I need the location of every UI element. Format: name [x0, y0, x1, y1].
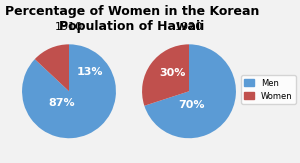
Title: 1910: 1910: [55, 22, 83, 32]
Title: 1920: 1920: [175, 22, 203, 32]
Text: Percentage of Women in the Korean
Population of Hawaii: Percentage of Women in the Korean Popula…: [5, 5, 259, 33]
Wedge shape: [142, 44, 189, 106]
Wedge shape: [22, 44, 116, 138]
Wedge shape: [35, 44, 69, 91]
Text: 13%: 13%: [77, 67, 103, 77]
Legend: Men, Women: Men, Women: [241, 75, 296, 104]
Text: 87%: 87%: [49, 98, 75, 108]
Wedge shape: [144, 44, 236, 138]
Text: 30%: 30%: [159, 68, 186, 78]
Text: 70%: 70%: [178, 100, 205, 110]
